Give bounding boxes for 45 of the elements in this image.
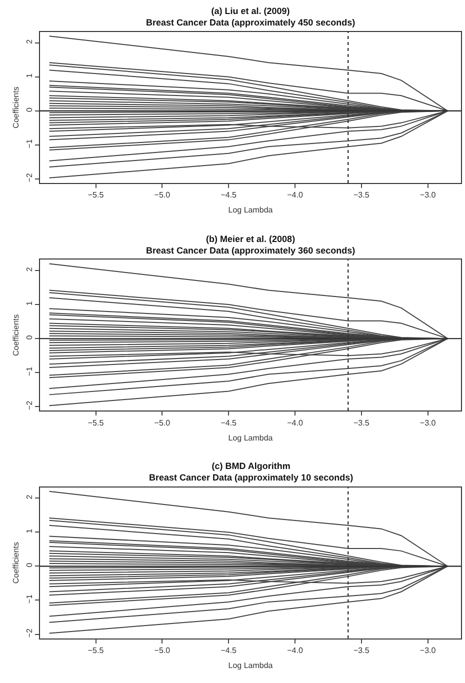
y-tick-label: 1 — [24, 300, 34, 306]
y-tick-label: −1 — [24, 366, 34, 376]
y-tick-label: 2 — [24, 38, 34, 44]
y-tick-label: 0 — [24, 334, 34, 340]
x-tick-label: −5.0 — [154, 646, 171, 655]
y-tick-label: −1 — [24, 594, 34, 604]
x-tick-label: −4.0 — [287, 190, 304, 200]
x-tick-label: −3.0 — [420, 190, 436, 200]
y-axis-title: Coefficients — [12, 542, 20, 584]
chart-title: (a) Liu et al. (2009) — [211, 6, 290, 16]
y-axis-title: Coefficients — [12, 314, 20, 356]
y-tick-label: 1 — [24, 528, 34, 534]
x-tick-label: −3.0 — [420, 418, 436, 428]
x-tick-label: −5.0 — [154, 418, 171, 428]
x-tick-label: −5.5 — [88, 190, 104, 200]
x-tick-label: −3.5 — [353, 190, 370, 200]
x-axis-title: Log Lambda — [228, 433, 274, 442]
x-tick-label: −5.5 — [88, 646, 104, 655]
chart-title: (c) BMD Algorithm — [212, 461, 290, 471]
y-tick-label: −1 — [24, 138, 34, 148]
y-tick-label: 1 — [24, 72, 34, 78]
chart-title: (b) Meier et al. (2008) — [206, 234, 296, 244]
chart-subtitle: Breast Cancer Data (approximately 10 seconds) — [149, 472, 354, 483]
y-tick-label: 0 — [24, 562, 34, 568]
y-tick-label: −2 — [24, 172, 34, 182]
x-tick-label: −5.5 — [88, 418, 104, 428]
x-tick-label: −4.0 — [287, 418, 304, 428]
y-tick-label: 2 — [24, 494, 34, 500]
chart-subtitle: Breast Cancer Data (approximately 450 seconds) — [146, 18, 356, 28]
x-tick-label: −4.5 — [220, 190, 238, 200]
y-tick-label: 0 — [24, 106, 34, 112]
chart-subtitle: Breast Cancer Data (approximately 360 seconds) — [146, 246, 356, 256]
x-axis-title: Log Lambda — [228, 661, 274, 670]
y-tick-label: 2 — [24, 266, 34, 272]
x-tick-label: −4.0 — [287, 646, 304, 655]
x-tick-label: −4.5 — [220, 646, 238, 655]
x-axis-title: Log Lambda — [228, 206, 274, 215]
x-tick-label: −3.5 — [353, 418, 370, 428]
x-tick-label: −4.5 — [220, 418, 238, 428]
x-tick-label: −3.0 — [420, 646, 436, 655]
y-tick-label: −2 — [24, 400, 34, 410]
y-axis-title: Coefficients — [12, 86, 20, 128]
x-tick-label: −5.0 — [154, 190, 171, 200]
x-tick-label: −3.5 — [353, 646, 370, 655]
y-tick-label: −2 — [24, 628, 34, 638]
